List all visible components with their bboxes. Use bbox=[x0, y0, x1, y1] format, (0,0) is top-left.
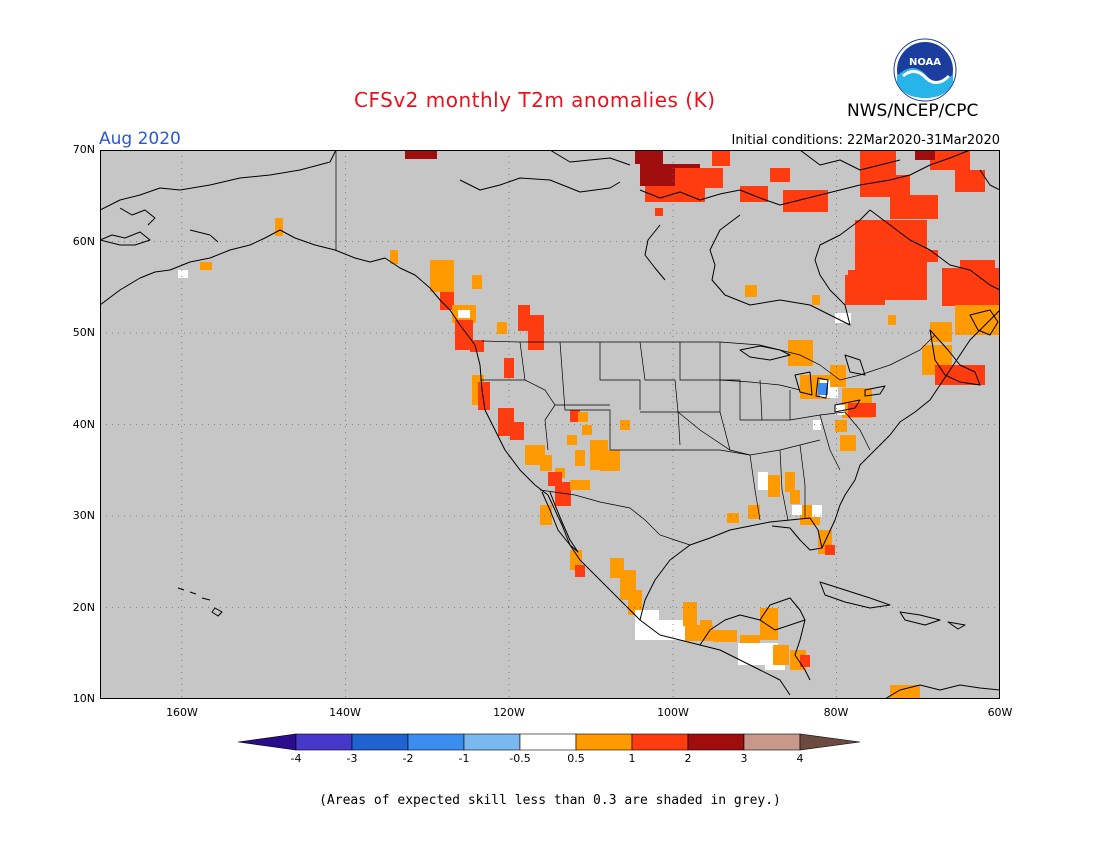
lon-label-100w: 100W bbox=[657, 706, 689, 719]
colorbar-arrow-low bbox=[238, 733, 297, 751]
colorbar bbox=[238, 733, 861, 751]
colorbar-label: -1 bbox=[458, 752, 470, 765]
initial-conditions: Initial conditions: 22Mar2020-31Mar2020 bbox=[731, 133, 1001, 148]
lon-label-120w: 120W bbox=[493, 706, 525, 719]
lat-label-20n: 20N bbox=[72, 601, 95, 614]
target-month: Aug 2020 bbox=[99, 129, 181, 149]
footnote: (Areas of expected skill less than 0.3 a… bbox=[319, 793, 781, 808]
chart-title: CFSv2 monthly T2m anomalies (K) bbox=[354, 88, 716, 112]
anomaly-cells bbox=[178, 150, 1000, 699]
colorbar-label: 1 bbox=[628, 752, 636, 765]
lon-label-140w: 140W bbox=[329, 706, 361, 719]
colorbar-label: -4 bbox=[290, 752, 302, 765]
graticule bbox=[100, 150, 1000, 699]
lat-label-70n: 70N bbox=[72, 143, 95, 156]
lat-label-10n: 10N bbox=[72, 692, 95, 705]
coastlines bbox=[100, 150, 1000, 699]
noaa-logo: NOAA bbox=[893, 38, 957, 102]
map-frame bbox=[100, 150, 1000, 699]
political-borders bbox=[335, 150, 936, 546]
colorbar-label: 4 bbox=[796, 752, 804, 765]
agency-label: NWS/NCEP/CPC bbox=[847, 101, 979, 121]
colorbar-label: 0.5 bbox=[567, 752, 585, 765]
lon-label-160w: 160W bbox=[166, 706, 198, 719]
lat-label-50n: 50N bbox=[72, 326, 95, 339]
colorbar-arrow-high bbox=[799, 733, 861, 751]
lon-label-60w: 60W bbox=[987, 706, 1013, 719]
lat-label-40n: 40N bbox=[72, 418, 95, 431]
lat-label-60n: 60N bbox=[72, 235, 95, 248]
anomaly-map bbox=[100, 150, 1000, 699]
colorbar-label: -0.5 bbox=[509, 752, 531, 765]
lat-label-30n: 30N bbox=[72, 509, 95, 522]
colorbar-label: -3 bbox=[346, 752, 358, 765]
colorbar-label: 2 bbox=[684, 752, 692, 765]
logo-text: NOAA bbox=[909, 57, 941, 68]
colorbar-label: -2 bbox=[402, 752, 414, 765]
colorbar-label: 3 bbox=[740, 752, 748, 765]
lon-label-80w: 80W bbox=[823, 706, 849, 719]
